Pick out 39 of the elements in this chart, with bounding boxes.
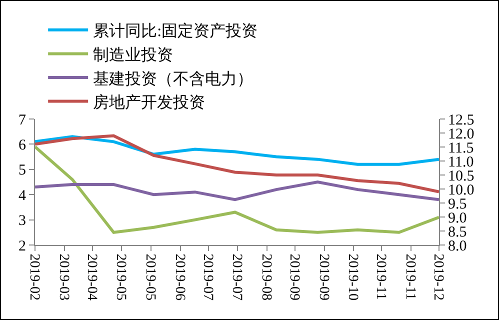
line-series	[35, 180, 439, 202]
x-tick-label: 2019-05	[142, 254, 158, 300]
x-tick-label: 2019-07	[200, 254, 215, 300]
y2-tick-label: 12.5	[448, 112, 474, 128]
x-tick-label: 2019-04	[84, 254, 99, 300]
y2-tick-label: 8.0	[448, 238, 467, 254]
y2-tick-label: 10.0	[448, 182, 474, 198]
y-tick-label: 6	[18, 137, 26, 154]
x-tick-label: 2019-12	[430, 254, 446, 300]
y2-tick-label: 8.5	[448, 224, 467, 240]
x-tick-label: 2019-06	[172, 254, 187, 300]
x-tick-label: 2019-11	[402, 254, 418, 300]
x-tick-label: 2019-08	[258, 254, 274, 300]
y2-tick-label: 12.0	[448, 126, 474, 142]
legend-label: 累计同比:固定资产投资	[93, 22, 258, 40]
x-tick-label: 2019-07	[229, 254, 244, 300]
x-tick-label: 2019-10	[345, 254, 360, 300]
y-tick-label: 7	[18, 112, 26, 128]
x-tick-label: 2019-05	[113, 254, 128, 300]
y2-tick-label: 9.5	[448, 196, 467, 212]
x-tick-label: 2019-09	[316, 254, 331, 300]
y-tick-label: 4	[18, 188, 26, 204]
x-tick-label: 2019-11	[373, 254, 388, 300]
legend-label: 房地产开发投资	[93, 94, 206, 112]
y2-tick-label: 11.0	[448, 154, 474, 170]
line-series	[35, 135, 439, 166]
y2-tick-label: 10.5	[448, 168, 474, 184]
x-tick-label: 2019-09	[286, 254, 302, 300]
y2-tick-label: 9.0	[448, 210, 467, 226]
line-series	[35, 145, 439, 234]
x-tick-label: 2019-03	[56, 254, 71, 300]
y-tick-label: 5	[18, 162, 26, 179]
legend-label: 基建投资（不含电力）	[93, 70, 254, 88]
y-tick-label: 2	[18, 238, 26, 254]
x-tick-label: 2019-02	[26, 254, 42, 300]
legend-label: 制造业投资	[93, 46, 174, 64]
y-tick-label: 3	[18, 213, 26, 230]
line-series	[35, 134, 439, 194]
y2-tick-label: 11.5	[448, 140, 474, 156]
